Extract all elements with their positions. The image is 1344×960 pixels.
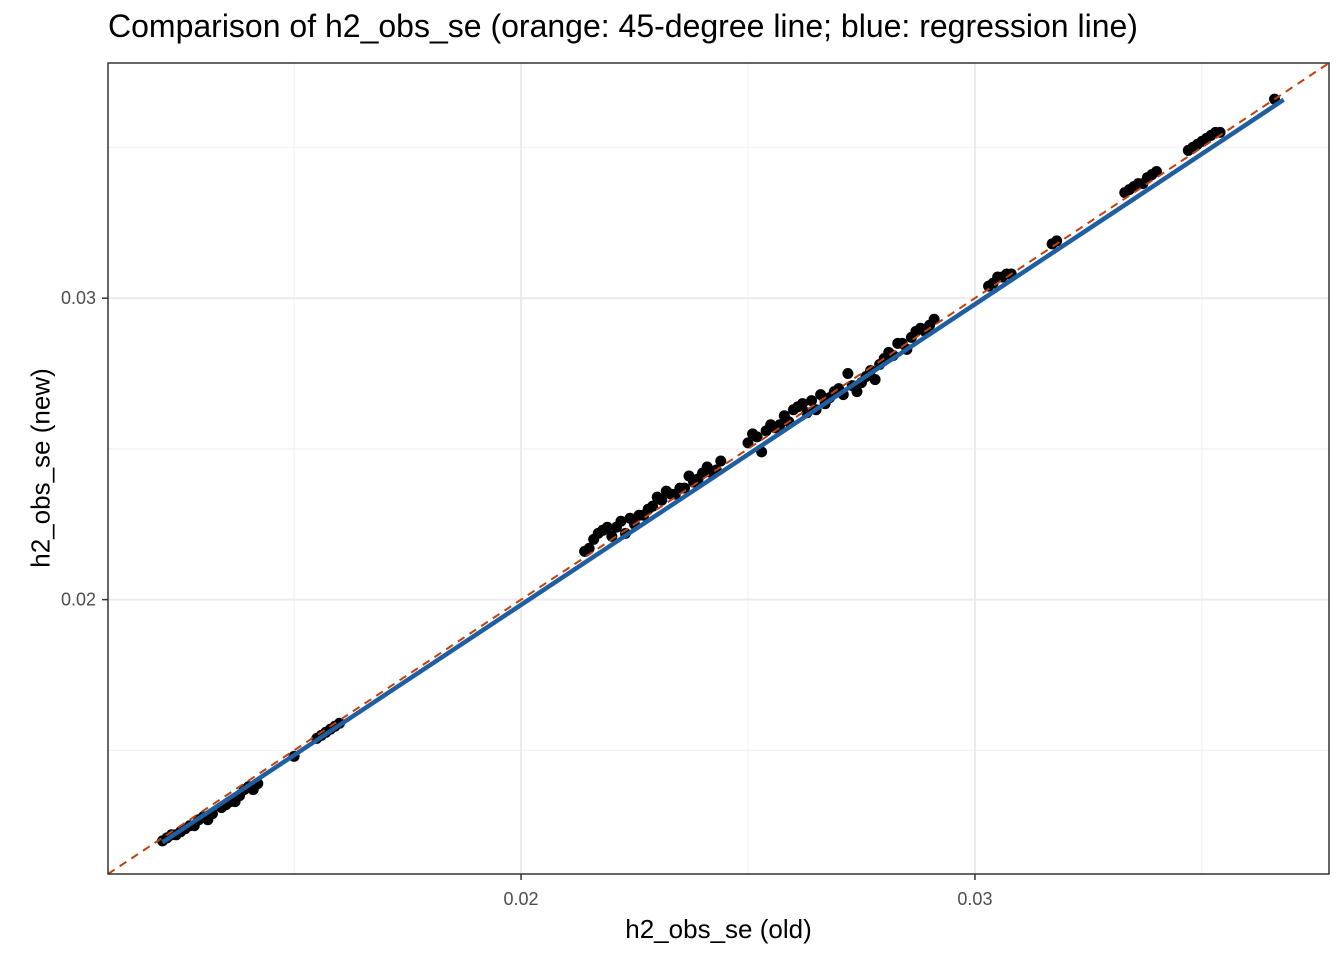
y-tick-label: 0.02 (61, 590, 96, 610)
reference-lines (107, 62, 1330, 875)
data-point (715, 455, 727, 467)
y-tick-label: 0.03 (61, 288, 96, 308)
data-point (928, 313, 940, 325)
data-point (615, 515, 627, 527)
data-point (1051, 235, 1063, 247)
regression-line (161, 97, 1285, 845)
data-point (851, 386, 863, 398)
data-point (796, 398, 808, 410)
identity-line (107, 62, 1330, 875)
data-point (842, 368, 854, 380)
chart-title: Comparison of h2_obs_se (orange: 45-degr… (108, 8, 1138, 44)
data-point (774, 419, 786, 431)
data-point (869, 374, 881, 386)
y-axis-label: h2_obs_se (new) (25, 368, 56, 568)
axes: 0.02 0.03 0.02 0.03 (61, 62, 1330, 909)
x-axis-label: h2_obs_se (old) (625, 914, 812, 944)
data-point (606, 530, 618, 542)
data-point (815, 389, 827, 401)
data-point (751, 431, 763, 443)
data-point (601, 521, 613, 533)
x-tick-label: 0.02 (504, 889, 539, 909)
data-point (806, 395, 818, 407)
data-point (1214, 126, 1226, 138)
data-point (678, 482, 690, 494)
data-point (1151, 166, 1163, 178)
data-point (742, 437, 754, 449)
data-point (583, 542, 595, 554)
x-tick-label: 0.03 (957, 889, 992, 909)
panel-border (107, 62, 1330, 875)
data-point (647, 500, 659, 512)
data-point (656, 494, 668, 506)
